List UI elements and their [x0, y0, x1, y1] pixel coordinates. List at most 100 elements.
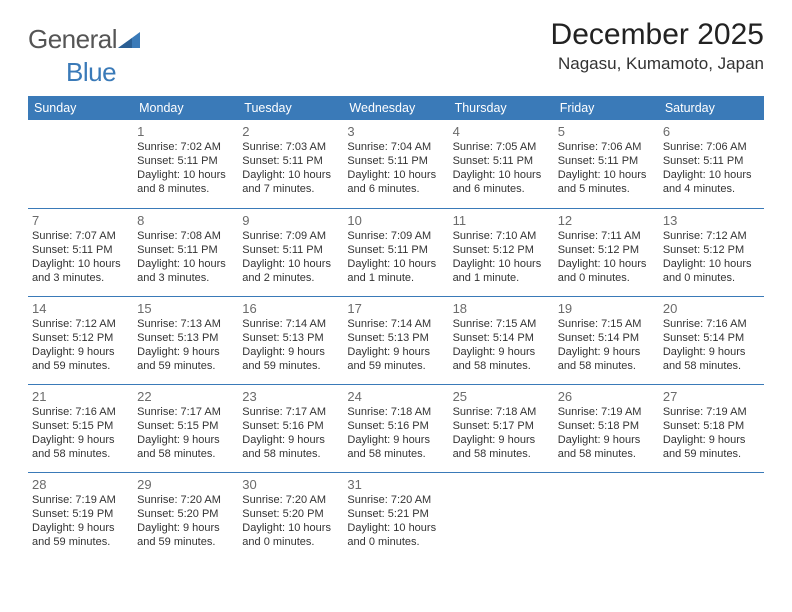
logo-triangle-icon — [118, 24, 140, 55]
calendar-cell: 28Sunrise: 7:19 AMSunset: 5:19 PMDayligh… — [28, 472, 133, 560]
day-number: 17 — [347, 299, 444, 317]
day-info: Sunrise: 7:10 AMSunset: 5:12 PMDaylight:… — [453, 229, 550, 285]
day-number: 9 — [242, 211, 339, 229]
calendar-cell: 27Sunrise: 7:19 AMSunset: 5:18 PMDayligh… — [659, 384, 764, 472]
calendar-cell: 15Sunrise: 7:13 AMSunset: 5:13 PMDayligh… — [133, 296, 238, 384]
calendar-cell: 20Sunrise: 7:16 AMSunset: 5:14 PMDayligh… — [659, 296, 764, 384]
day-info: Sunrise: 7:19 AMSunset: 5:18 PMDaylight:… — [558, 405, 655, 461]
day-info: Sunrise: 7:18 AMSunset: 5:16 PMDaylight:… — [347, 405, 444, 461]
calendar-cell: 4Sunrise: 7:05 AMSunset: 5:11 PMDaylight… — [449, 120, 554, 208]
day-number: 31 — [347, 475, 444, 493]
day-header: Wednesday — [343, 96, 448, 120]
day-info: Sunrise: 7:09 AMSunset: 5:11 PMDaylight:… — [347, 229, 444, 285]
calendar-cell: 2Sunrise: 7:03 AMSunset: 5:11 PMDaylight… — [238, 120, 343, 208]
day-info: Sunrise: 7:08 AMSunset: 5:11 PMDaylight:… — [137, 229, 234, 285]
day-info: Sunrise: 7:18 AMSunset: 5:17 PMDaylight:… — [453, 405, 550, 461]
day-number: 28 — [32, 475, 129, 493]
calendar-cell: 8Sunrise: 7:08 AMSunset: 5:11 PMDaylight… — [133, 208, 238, 296]
page-title: December 2025 — [551, 18, 764, 52]
day-number: 27 — [663, 387, 760, 405]
day-info: Sunrise: 7:17 AMSunset: 5:15 PMDaylight:… — [137, 405, 234, 461]
calendar-cell: 21Sunrise: 7:16 AMSunset: 5:15 PMDayligh… — [28, 384, 133, 472]
calendar-cell: 17Sunrise: 7:14 AMSunset: 5:13 PMDayligh… — [343, 296, 448, 384]
calendar-week-row: 28Sunrise: 7:19 AMSunset: 5:19 PMDayligh… — [28, 472, 764, 560]
day-number: 5 — [558, 122, 655, 140]
day-info: Sunrise: 7:20 AMSunset: 5:21 PMDaylight:… — [347, 493, 444, 549]
calendar-week-row: 21Sunrise: 7:16 AMSunset: 5:15 PMDayligh… — [28, 384, 764, 472]
calendar-cell: 19Sunrise: 7:15 AMSunset: 5:14 PMDayligh… — [554, 296, 659, 384]
calendar-cell — [659, 472, 764, 560]
calendar-cell: 29Sunrise: 7:20 AMSunset: 5:20 PMDayligh… — [133, 472, 238, 560]
day-info: Sunrise: 7:16 AMSunset: 5:15 PMDaylight:… — [32, 405, 129, 461]
day-number: 1 — [137, 122, 234, 140]
calendar-cell: 9Sunrise: 7:09 AMSunset: 5:11 PMDaylight… — [238, 208, 343, 296]
day-info: Sunrise: 7:03 AMSunset: 5:11 PMDaylight:… — [242, 140, 339, 196]
calendar-cell: 14Sunrise: 7:12 AMSunset: 5:12 PMDayligh… — [28, 296, 133, 384]
day-header: Friday — [554, 96, 659, 120]
calendar-cell: 6Sunrise: 7:06 AMSunset: 5:11 PMDaylight… — [659, 120, 764, 208]
title-block: December 2025 Nagasu, Kumamoto, Japan — [551, 18, 764, 74]
day-info: Sunrise: 7:06 AMSunset: 5:11 PMDaylight:… — [558, 140, 655, 196]
day-number: 8 — [137, 211, 234, 229]
day-number: 21 — [32, 387, 129, 405]
location-label: Nagasu, Kumamoto, Japan — [551, 54, 764, 74]
calendar-week-row: 1Sunrise: 7:02 AMSunset: 5:11 PMDaylight… — [28, 120, 764, 208]
calendar-cell: 3Sunrise: 7:04 AMSunset: 5:11 PMDaylight… — [343, 120, 448, 208]
day-info: Sunrise: 7:16 AMSunset: 5:14 PMDaylight:… — [663, 317, 760, 373]
day-number: 26 — [558, 387, 655, 405]
calendar-cell: 13Sunrise: 7:12 AMSunset: 5:12 PMDayligh… — [659, 208, 764, 296]
day-number: 23 — [242, 387, 339, 405]
calendar-cell: 26Sunrise: 7:19 AMSunset: 5:18 PMDayligh… — [554, 384, 659, 472]
calendar-cell — [28, 120, 133, 208]
day-info: Sunrise: 7:19 AMSunset: 5:19 PMDaylight:… — [32, 493, 129, 549]
day-header: Monday — [133, 96, 238, 120]
day-info: Sunrise: 7:15 AMSunset: 5:14 PMDaylight:… — [453, 317, 550, 373]
day-number: 15 — [137, 299, 234, 317]
calendar-cell: 12Sunrise: 7:11 AMSunset: 5:12 PMDayligh… — [554, 208, 659, 296]
calendar-cell — [449, 472, 554, 560]
logo-text-general: General — [28, 24, 117, 54]
day-number: 6 — [663, 122, 760, 140]
calendar-cell: 1Sunrise: 7:02 AMSunset: 5:11 PMDaylight… — [133, 120, 238, 208]
day-number: 30 — [242, 475, 339, 493]
day-info: Sunrise: 7:19 AMSunset: 5:18 PMDaylight:… — [663, 405, 760, 461]
logo-text-blue: Blue — [66, 57, 116, 87]
day-number: 14 — [32, 299, 129, 317]
calendar-cell: 11Sunrise: 7:10 AMSunset: 5:12 PMDayligh… — [449, 208, 554, 296]
day-info: Sunrise: 7:20 AMSunset: 5:20 PMDaylight:… — [242, 493, 339, 549]
day-number: 16 — [242, 299, 339, 317]
calendar-body: 1Sunrise: 7:02 AMSunset: 5:11 PMDaylight… — [28, 120, 764, 560]
day-number: 7 — [32, 211, 129, 229]
header: GeneralBlue December 2025 Nagasu, Kumamo… — [28, 18, 764, 88]
day-info: Sunrise: 7:15 AMSunset: 5:14 PMDaylight:… — [558, 317, 655, 373]
day-header: Tuesday — [238, 96, 343, 120]
logo-text: GeneralBlue — [28, 24, 141, 88]
day-info: Sunrise: 7:12 AMSunset: 5:12 PMDaylight:… — [32, 317, 129, 373]
day-info: Sunrise: 7:04 AMSunset: 5:11 PMDaylight:… — [347, 140, 444, 196]
day-number: 25 — [453, 387, 550, 405]
day-info: Sunrise: 7:05 AMSunset: 5:11 PMDaylight:… — [453, 140, 550, 196]
calendar-cell: 22Sunrise: 7:17 AMSunset: 5:15 PMDayligh… — [133, 384, 238, 472]
day-number: 2 — [242, 122, 339, 140]
logo: GeneralBlue — [28, 18, 141, 88]
day-number: 12 — [558, 211, 655, 229]
day-number: 13 — [663, 211, 760, 229]
calendar-cell: 30Sunrise: 7:20 AMSunset: 5:20 PMDayligh… — [238, 472, 343, 560]
day-info: Sunrise: 7:11 AMSunset: 5:12 PMDaylight:… — [558, 229, 655, 285]
calendar-head: SundayMondayTuesdayWednesdayThursdayFrid… — [28, 96, 764, 120]
day-number: 11 — [453, 211, 550, 229]
day-number: 24 — [347, 387, 444, 405]
calendar-cell — [554, 472, 659, 560]
calendar-week-row: 14Sunrise: 7:12 AMSunset: 5:12 PMDayligh… — [28, 296, 764, 384]
day-number: 4 — [453, 122, 550, 140]
day-info: Sunrise: 7:12 AMSunset: 5:12 PMDaylight:… — [663, 229, 760, 285]
day-info: Sunrise: 7:14 AMSunset: 5:13 PMDaylight:… — [347, 317, 444, 373]
day-number: 18 — [453, 299, 550, 317]
day-info: Sunrise: 7:07 AMSunset: 5:11 PMDaylight:… — [32, 229, 129, 285]
day-number: 22 — [137, 387, 234, 405]
calendar-cell: 31Sunrise: 7:20 AMSunset: 5:21 PMDayligh… — [343, 472, 448, 560]
calendar-table: SundayMondayTuesdayWednesdayThursdayFrid… — [28, 96, 764, 560]
calendar-cell: 24Sunrise: 7:18 AMSunset: 5:16 PMDayligh… — [343, 384, 448, 472]
day-header: Thursday — [449, 96, 554, 120]
calendar-week-row: 7Sunrise: 7:07 AMSunset: 5:11 PMDaylight… — [28, 208, 764, 296]
